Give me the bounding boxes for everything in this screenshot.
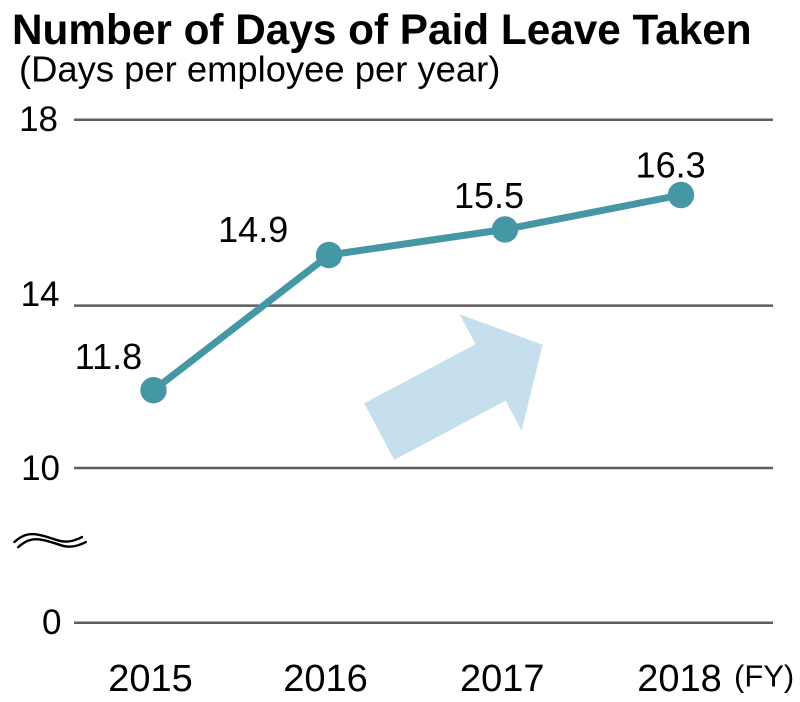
svg-text:10: 10 [21, 449, 60, 488]
svg-text:Number of Days of Paid Leave T: Number of Days of Paid Leave Taken [12, 6, 752, 53]
svg-text:(Days per employee per year): (Days per employee per year) [19, 49, 500, 90]
svg-text:16.3: 16.3 [636, 145, 706, 186]
svg-text:2015: 2015 [108, 658, 193, 700]
svg-text:15.5: 15.5 [454, 175, 524, 216]
svg-text:14.9: 14.9 [218, 209, 288, 250]
svg-text:2018: 2018 [637, 658, 722, 700]
svg-text:(FY): (FY) [734, 659, 794, 694]
svg-text:2016: 2016 [283, 658, 368, 700]
svg-text:0: 0 [42, 603, 61, 642]
svg-text:18: 18 [19, 100, 58, 139]
svg-text:14: 14 [21, 275, 60, 314]
svg-text:2017: 2017 [460, 658, 545, 700]
svg-text:11.8: 11.8 [75, 336, 142, 377]
